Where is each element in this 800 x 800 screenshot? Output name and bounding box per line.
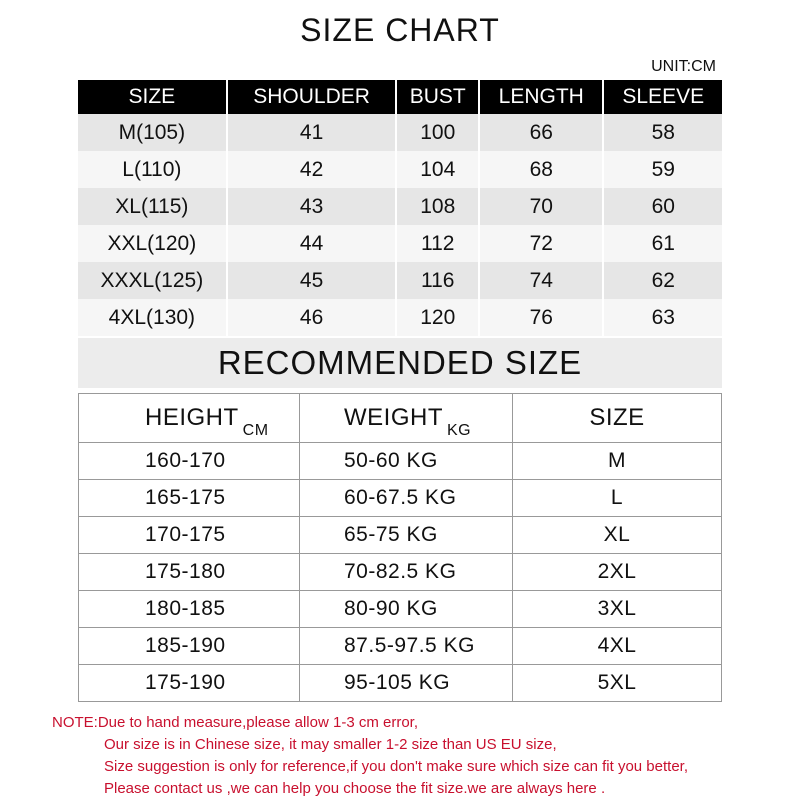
table-cell: 63 [604, 299, 722, 336]
table-row: 165-175 60-67.5 KG L [78, 479, 722, 517]
table-row: L(110) 42 104 68 59 [78, 151, 722, 188]
table-cell: 58 [604, 114, 722, 151]
note-line: NOTE:Due to hand measure,please allow 1-… [52, 714, 418, 731]
table-cell: 65-75 KG [299, 516, 513, 554]
note-text: NOTE:Due to hand measure,please allow 1-… [52, 712, 688, 800]
column-header: SIZE [512, 393, 722, 443]
table-cell: 42 [227, 151, 396, 188]
table-cell: L [512, 479, 722, 517]
table-cell: L(110) [78, 151, 226, 188]
table-cell: 165-175 [78, 479, 300, 517]
column-header: SIZE [78, 80, 226, 114]
table-cell: 2XL [512, 553, 722, 591]
table-cell: 120 [397, 299, 479, 336]
recommended-size-table: HEIGHT CM WEIGHT KG SIZE 160-170 50-60 KG M 165-… [78, 393, 722, 702]
table-row: 4XL(130) 46 120 76 63 [78, 299, 722, 336]
table-cell: 116 [397, 262, 479, 299]
table-cell: M(105) [78, 114, 226, 151]
table-cell: 104 [397, 151, 479, 188]
table-cell: XL [512, 516, 722, 554]
unit-label: UNIT:CM [651, 58, 716, 75]
column-header: SLEEVE [604, 80, 722, 114]
table-row: XXXL(125) 45 116 74 62 [78, 262, 722, 299]
column-header: WEIGHT KG [299, 393, 513, 443]
note-line: Our size is in Chinese size, it may smal… [104, 736, 557, 753]
column-header: BUST [397, 80, 479, 114]
table-row: 180-185 80-90 KG 3XL [78, 590, 722, 628]
header-label: HEIGHT [145, 404, 239, 431]
table-cell: 62 [604, 262, 722, 299]
column-header: LENGTH [480, 80, 603, 114]
table-cell: 4XL [512, 627, 722, 665]
table-cell: 112 [397, 225, 479, 262]
table-cell: 70-82.5 KG [299, 553, 513, 591]
table-cell: 60 [604, 188, 722, 225]
table-row: 160-170 50-60 KG M [78, 442, 722, 480]
table-cell: 68 [480, 151, 603, 188]
table-cell: 44 [227, 225, 396, 262]
table-cell: 45 [227, 262, 396, 299]
table-cell: 72 [480, 225, 603, 262]
table-cell: 46 [227, 299, 396, 336]
table-cell: 180-185 [78, 590, 300, 628]
table-row: 185-190 87.5-97.5 KG 4XL [78, 627, 722, 665]
page-title: SIZE CHART [300, 12, 500, 48]
table-cell: 60-67.5 KG [299, 479, 513, 517]
header-label: WEIGHT [344, 404, 443, 431]
table-cell: 95-105 KG [299, 664, 513, 702]
table-row: M(105) 41 100 66 58 [78, 114, 722, 151]
recommended-size-heading: RECOMMENDED SIZE [78, 338, 722, 388]
table-header-row: HEIGHT CM WEIGHT KG SIZE [78, 393, 722, 443]
table-cell: 66 [480, 114, 603, 151]
header-unit: CM [242, 422, 269, 439]
size-table: SIZE SHOULDER BUST LENGTH SLEEVE M(105) 41 100… [76, 80, 724, 336]
table-cell: 59 [604, 151, 722, 188]
table-cell: 4XL(130) [78, 299, 226, 336]
table-cell: 100 [397, 114, 479, 151]
table-cell: 80-90 KG [299, 590, 513, 628]
table-cell: 50-60 KG [299, 442, 513, 480]
table-cell: 87.5-97.5 KG [299, 627, 513, 665]
table-cell: 108 [397, 188, 479, 225]
header-label: SIZE [589, 404, 645, 431]
table-cell: 41 [227, 114, 396, 151]
table-row: 175-180 70-82.5 KG 2XL [78, 553, 722, 591]
column-header: SHOULDER [227, 80, 396, 114]
column-header: HEIGHT CM [78, 393, 300, 443]
note-line: Please contact us ,we can help you choos… [104, 780, 606, 797]
table-cell: 185-190 [78, 627, 300, 665]
table-cell: 175-190 [78, 664, 300, 702]
table-cell: 76 [480, 299, 603, 336]
table-cell: 175-180 [78, 553, 300, 591]
table-cell: XXXL(125) [78, 262, 226, 299]
table-cell: 160-170 [78, 442, 300, 480]
table-cell: 43 [227, 188, 396, 225]
table-row: 175-190 95-105 KG 5XL [78, 664, 722, 702]
header-unit: KG [447, 422, 472, 439]
table-row: XL(115) 43 108 70 60 [78, 188, 722, 225]
table-cell: 74 [480, 262, 603, 299]
table-cell: 70 [480, 188, 603, 225]
table-row: 170-175 65-75 KG XL [78, 516, 722, 554]
table-cell: 61 [604, 225, 722, 262]
table-cell: 5XL [512, 664, 722, 702]
table-cell: 3XL [512, 590, 722, 628]
note-line: Size suggestion is only for reference,if… [104, 758, 688, 775]
table-cell: XL(115) [78, 188, 226, 225]
table-cell: 170-175 [78, 516, 300, 554]
table-row: XXL(120) 44 112 72 61 [78, 225, 722, 262]
table-cell: XXL(120) [78, 225, 226, 262]
table-cell: M [512, 442, 722, 480]
